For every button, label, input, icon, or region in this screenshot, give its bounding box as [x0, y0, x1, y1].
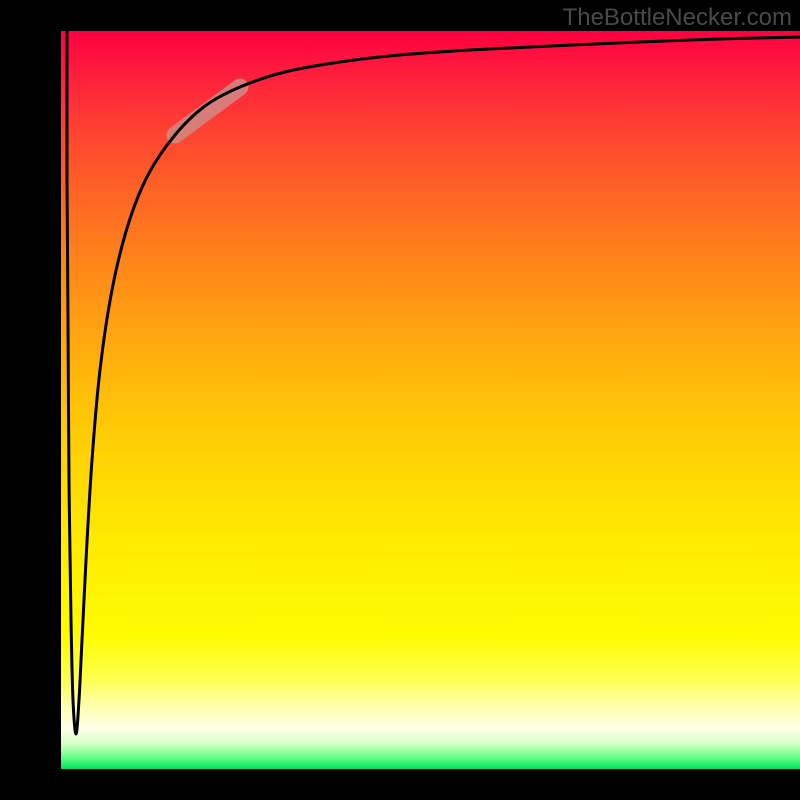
watermark-text: TheBottleNecker.com — [563, 4, 792, 32]
curve-layer — [61, 31, 800, 769]
chart-container: TheBottleNecker.com — [0, 0, 800, 800]
plot-area — [61, 31, 800, 769]
highlight-segment — [175, 87, 240, 135]
